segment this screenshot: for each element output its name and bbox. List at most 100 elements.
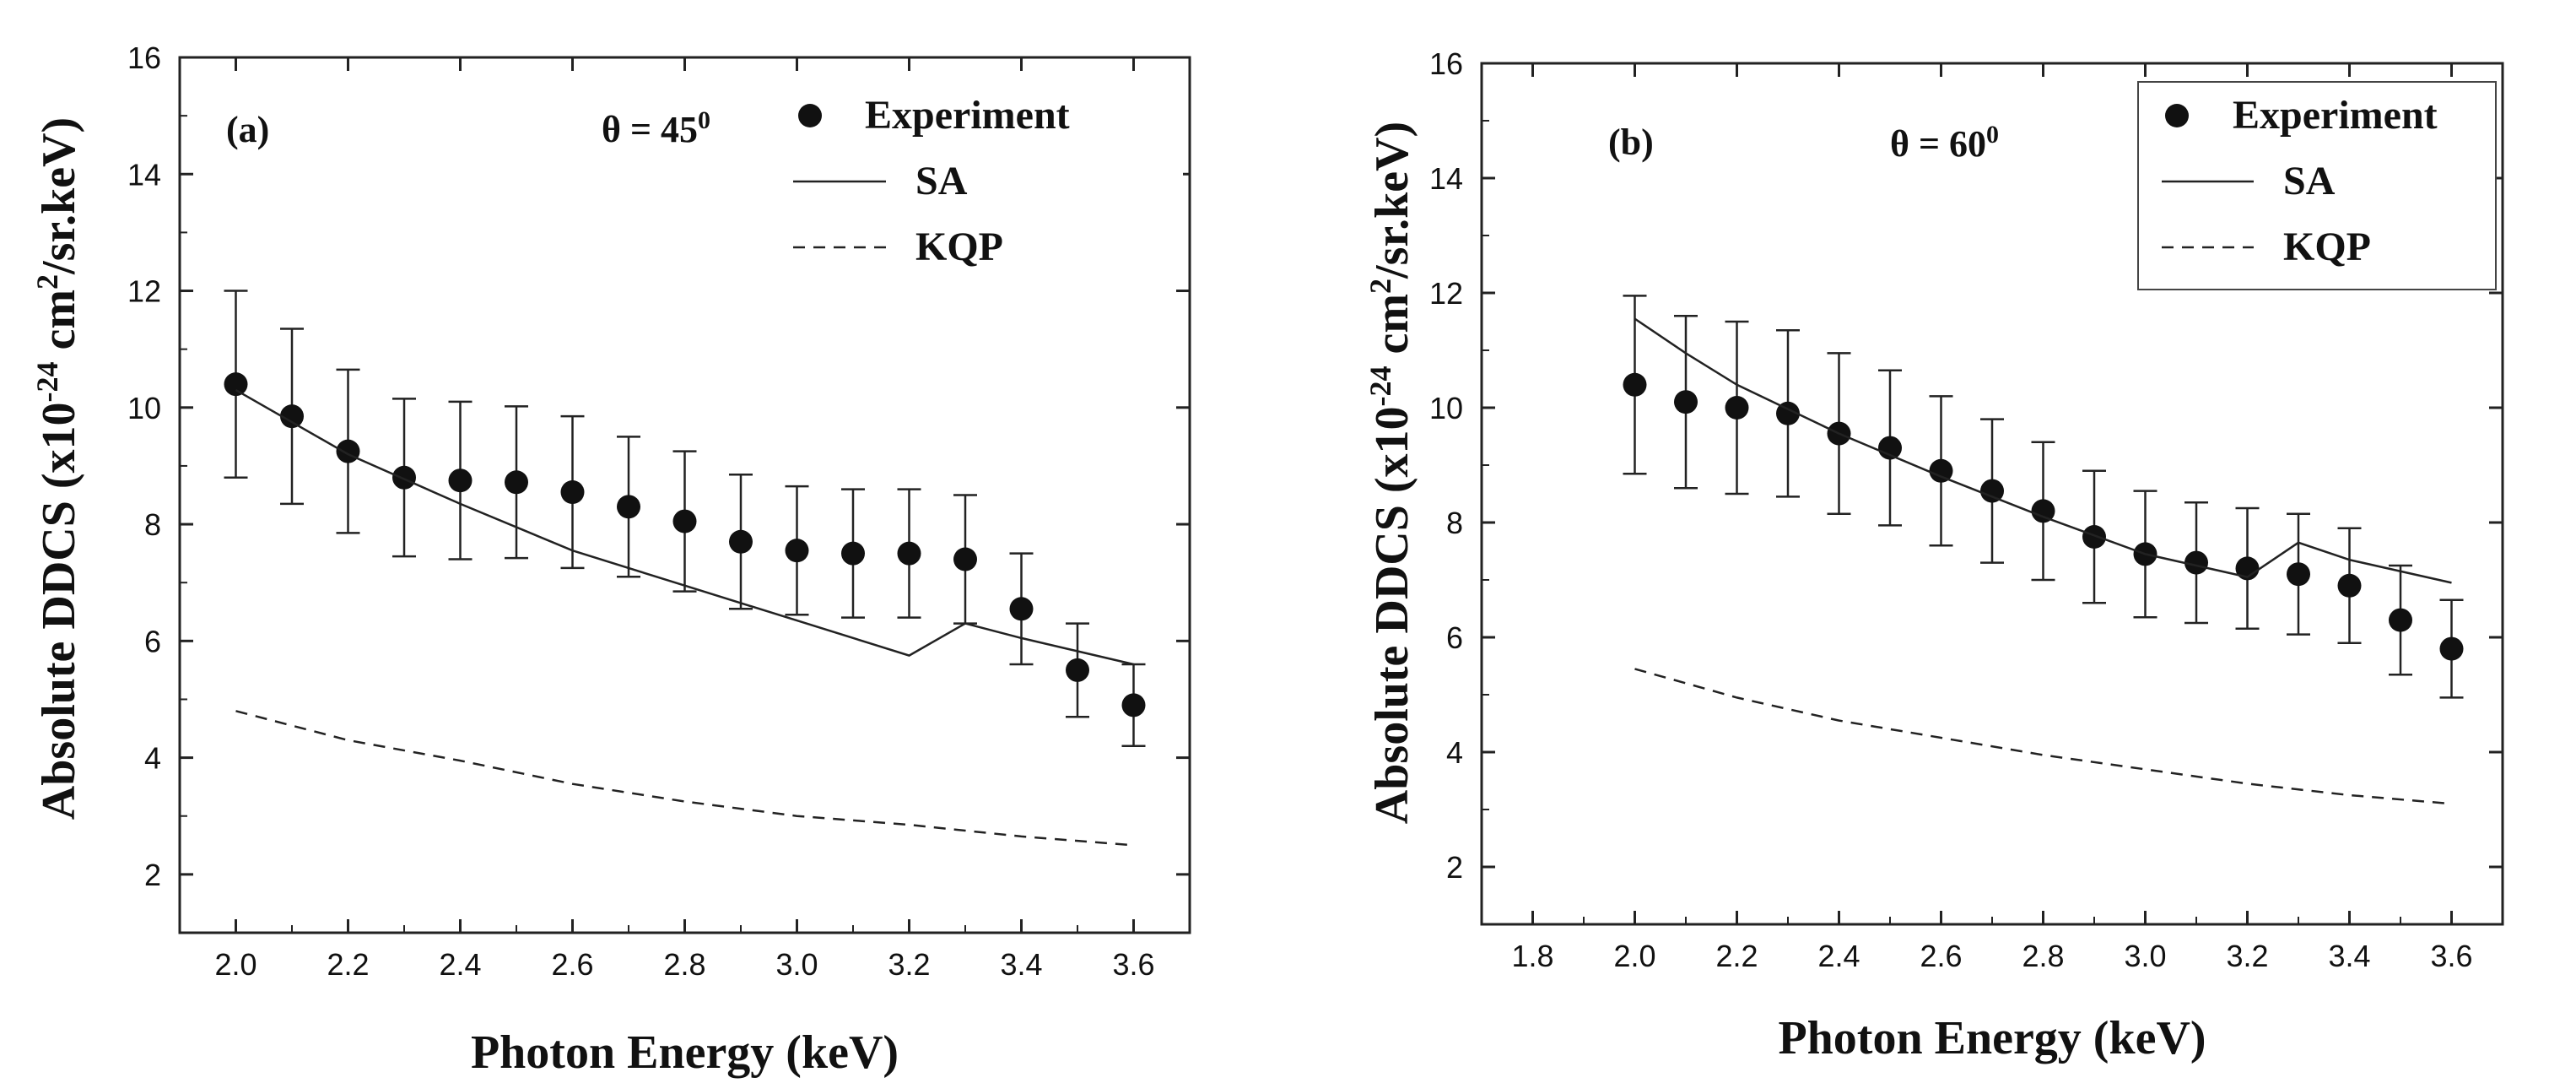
x-tick-label-a: 2.4 — [439, 947, 481, 982]
sa-curve-b — [1634, 317, 2452, 584]
y-axis-title-part: 2 — [30, 274, 64, 290]
y-axis-title-part: cm — [33, 290, 85, 362]
experiment-point-a — [841, 541, 865, 566]
legend-marker-experiment-a — [798, 104, 822, 127]
experiment-point-b — [2389, 608, 2412, 632]
angle-text: θ = 45 — [602, 109, 698, 150]
experiment-point-a — [672, 509, 697, 533]
x-tick-label-a: 2.6 — [551, 947, 593, 982]
x-tick-label-b: 3.2 — [2226, 939, 2268, 973]
y-tick-label-b: 12 — [1429, 276, 1463, 311]
legend-label-kqp-b: KQP — [2283, 225, 2371, 269]
experiment-point-a — [1066, 658, 1089, 682]
experiment-point-b — [2337, 573, 2362, 598]
chart-b-svg: 2 4 6 8 10 12 14 16 1.8 2.0 2.2 2.4 2.6 2.8 3.0 3.2 3.4 3… — [1364, 46, 2504, 1064]
experiment-point-b — [2287, 562, 2310, 587]
x-tick-label-a: 3.6 — [1112, 947, 1154, 982]
y-tick-label-b: 4 — [1446, 735, 1463, 770]
x-tick-label-a: 3.2 — [888, 947, 930, 982]
y-axis-title-part: Absolute DDCS (x10 — [1366, 406, 1418, 824]
experiment-point-a — [448, 468, 473, 493]
legend-marker-experiment-b — [2165, 104, 2189, 127]
y-tick-label-a: 8 — [144, 507, 161, 542]
y-tick-label-b: 10 — [1429, 391, 1463, 425]
experiment-point-a — [560, 480, 585, 505]
x-tick-label-b: 2.2 — [1715, 939, 1758, 973]
experiment-point-b — [1929, 458, 1953, 483]
chart-a-svg: 2 4 6 8 10 12 14 16 2.0 2.2 2.4 2.6 2.8 3.0 3.2 3.4 3.6 P… — [30, 41, 1191, 1079]
experiment-point-a — [729, 529, 753, 554]
y-tick-label-b: 8 — [1446, 506, 1463, 540]
experiment-point-a — [392, 465, 416, 490]
x-axis-title-a: Photon Energy (keV) — [471, 1026, 899, 1079]
chart-panel-a: 2 4 6 8 10 12 14 16 2.0 2.2 2.4 2.6 2.8 3.0 3.2 3.4 3.6 P… — [30, 41, 1191, 1079]
experiment-point-b — [2082, 525, 2106, 549]
experiment-point-a — [336, 439, 360, 463]
kqp-curve-b — [1634, 668, 2452, 805]
y-tick-label-b: 6 — [1446, 620, 1463, 655]
experiment-point-a — [1009, 597, 1034, 621]
experiment-point-a — [505, 470, 528, 495]
x-tick-label-b: 3.4 — [2328, 939, 2370, 973]
y-tick-label-b: 14 — [1429, 161, 1463, 196]
experiment-point-b — [1623, 372, 1647, 397]
experiment-point-a — [280, 404, 304, 429]
kqp-curve-a — [235, 710, 1134, 847]
panel-label-a: (a) — [226, 109, 269, 150]
experiment-point-b — [1674, 390, 1698, 414]
x-tick-label-b: 2.4 — [1817, 939, 1860, 973]
x-axis-title-b: Photon Energy (keV) — [1778, 1012, 2206, 1064]
y-tick-label-b: 16 — [1429, 46, 1463, 81]
x-tick-label-b: 3.6 — [2430, 939, 2472, 973]
experiment-point-a — [953, 547, 977, 571]
experiment-point-b — [1980, 479, 2004, 503]
legend-label-sa-b: SA — [2283, 159, 2336, 203]
x-tick-label-a: 2.8 — [663, 947, 705, 982]
experiment-point-a — [785, 539, 809, 563]
y-tick-label-a: 10 — [127, 391, 161, 425]
angle-superscript: 0 — [1986, 121, 1999, 149]
legend-label-experiment-b: Experiment — [2233, 93, 2438, 138]
y-tick-label-a: 2 — [144, 858, 161, 892]
x-tick-label-a: 2.0 — [214, 947, 257, 982]
y-axis-title-part: -24 — [30, 361, 64, 402]
x-tick-label-b: 2.0 — [1613, 939, 1655, 973]
y-axis-title-b: Absolute DDCS (x10-24 cm2/sr.keV) — [1364, 122, 1418, 824]
experiment-point-b — [1878, 436, 1902, 460]
x-tick-label-b: 1.8 — [1511, 939, 1553, 973]
x-tick-label-a: 3.4 — [1000, 947, 1042, 982]
x-tick-label-b: 3.0 — [2124, 939, 2166, 973]
legend-box-b — [2137, 81, 2497, 290]
experiment-point-a — [224, 372, 248, 397]
angle-annotation-b: θ = 600 — [1890, 121, 1999, 165]
angle-superscript: 0 — [698, 106, 710, 134]
experiment-point-b — [1725, 396, 1749, 420]
legend-label-sa-a: SA — [915, 159, 968, 203]
y-tick-label-a: 4 — [144, 741, 161, 776]
x-tick-label-b: 2.8 — [2022, 939, 2064, 973]
experiment-point-b — [2439, 636, 2464, 661]
y-axis-title-part: 2 — [1364, 279, 1397, 294]
y-axis-title-part: /sr.keV) — [33, 117, 85, 275]
y-axis-title-part: /sr.keV) — [1366, 122, 1418, 279]
legend-box-a — [770, 82, 1183, 290]
y-axis-title-part: cm — [1366, 294, 1418, 366]
x-tick-label-a: 3.0 — [775, 947, 818, 982]
experiment-point-a — [897, 541, 921, 566]
legend-label-experiment-a: Experiment — [865, 93, 1070, 138]
y-axis-title-a: Absolute DDCS (x10-24 cm2/sr.keV) — [30, 117, 85, 820]
experiment-point-b — [2184, 550, 2208, 575]
angle-text: θ = 60 — [1890, 123, 1986, 165]
sa-curve-a — [235, 389, 1134, 666]
y-tick-label-a: 14 — [127, 157, 161, 192]
experiment-point-a — [1121, 693, 1146, 717]
y-axis-title-part: -24 — [1364, 366, 1397, 406]
y-tick-label-a: 6 — [144, 624, 161, 658]
legend-label-kqp-a: KQP — [915, 225, 1003, 269]
y-tick-label-a: 12 — [127, 274, 161, 309]
y-axis-title-part: Absolute DDCS (x10 — [33, 402, 85, 820]
y-tick-label-a: 16 — [127, 41, 161, 75]
y-tick-label-b: 2 — [1446, 850, 1463, 885]
experiment-point-a — [617, 495, 640, 519]
chart-panel-b: 2 4 6 8 10 12 14 16 1.8 2.0 2.2 2.4 2.6 2.8 3.0 3.2 3.4 3… — [1288, 0, 2576, 1083]
